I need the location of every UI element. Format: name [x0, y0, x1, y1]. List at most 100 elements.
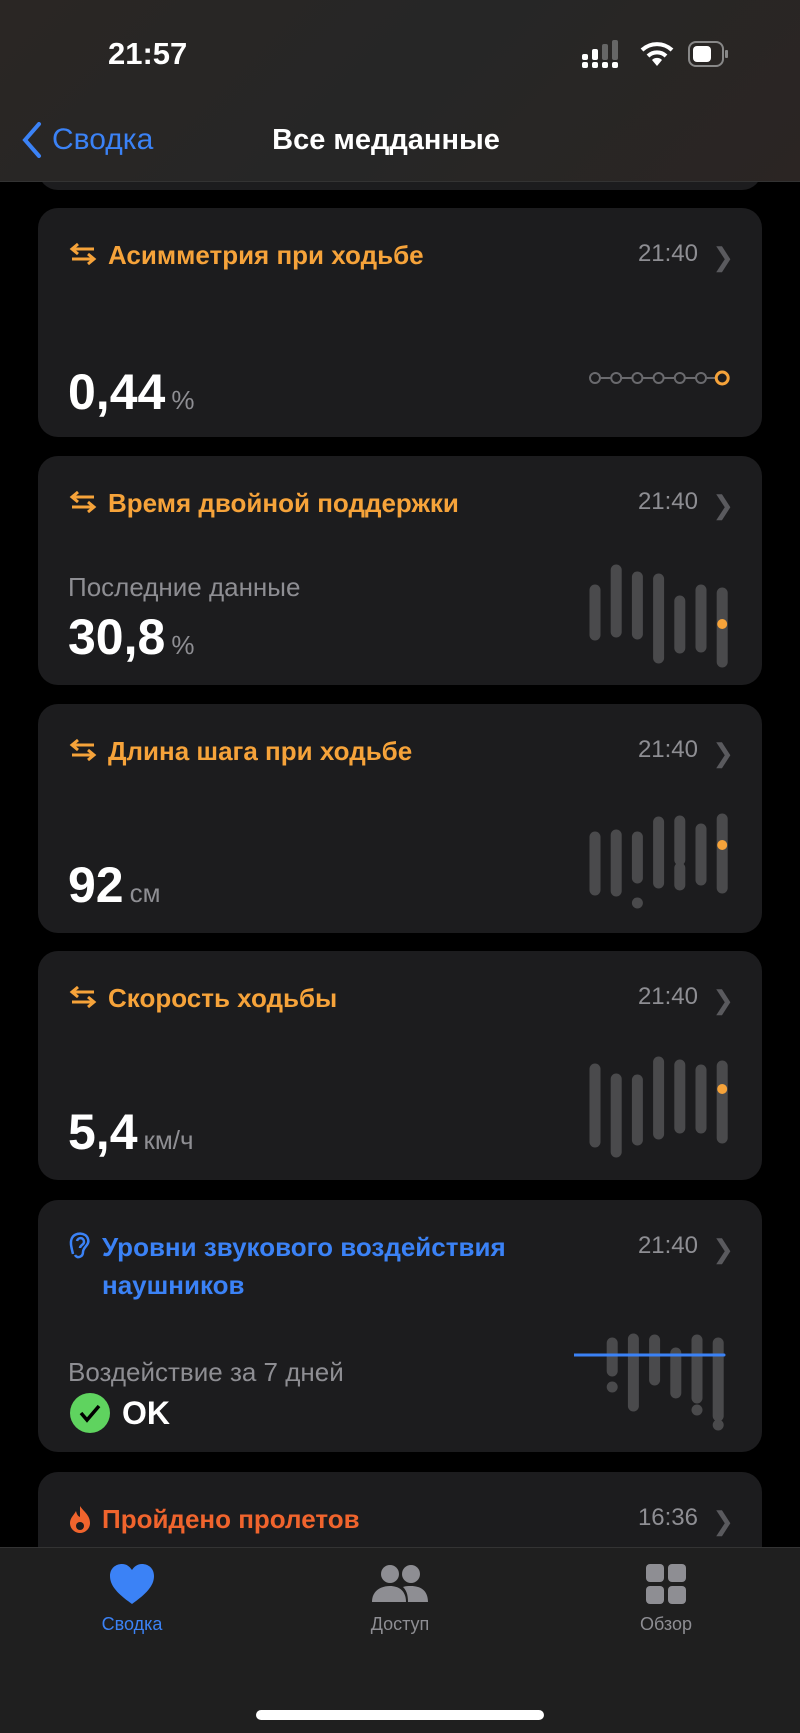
- sparkline-bar: [610, 829, 622, 897]
- sparkline-bar: [670, 1347, 682, 1399]
- card-walking-asymmetry[interactable]: Асимметрия при ходьбе 21:40 ❯ 0,44%: [38, 208, 762, 437]
- card-title: Скорость ходьбы: [108, 983, 338, 1013]
- sparkline-point: [695, 372, 707, 384]
- sparkline-bar: [653, 573, 665, 664]
- card-value: 5,4 км/ч: [68, 1103, 194, 1161]
- sparkline-point: [631, 372, 644, 384]
- card-walking-speed[interactable]: Скорость ходьбы 21:40 ❯ 5,4 км/ч: [38, 951, 762, 1180]
- status-ok-label: OK: [122, 1394, 170, 1431]
- walking-arrows-icon: [69, 242, 97, 266]
- card-time: 21:40: [637, 488, 698, 515]
- value-number: 5,4: [68, 1104, 138, 1160]
- card-title: Асимметрия при ходьбе: [108, 240, 424, 270]
- tab-summary[interactable]: Сводка: [62, 1562, 202, 1635]
- card-time: 21:40: [637, 1232, 698, 1259]
- sparkline-point: [652, 372, 665, 384]
- value-number: 0,44: [68, 364, 166, 420]
- sparkline-bar: [712, 1337, 724, 1422]
- sparkline-bar: [631, 831, 643, 884]
- wifi-icon: [640, 42, 674, 66]
- asymmetry-sparkline: [589, 370, 730, 386]
- card-time: 16:36: [637, 1504, 698, 1531]
- sparkline-bar: [589, 831, 601, 896]
- top-bar: 21:57 Сводка Все медданные: [0, 0, 800, 182]
- sparkline-bar: [691, 1404, 703, 1416]
- sparkline-point: [610, 372, 623, 384]
- card-time: 21:40: [637, 240, 698, 267]
- card-value: 0,44%: [68, 363, 194, 421]
- double-support-sparkline: [589, 564, 728, 668]
- heart-icon: [110, 1564, 154, 1604]
- card-stride-length[interactable]: Длина шага при ходьбе 21:40 ❯ 92 см: [38, 704, 762, 933]
- card-time: 21:40: [637, 983, 698, 1010]
- tab-browse[interactable]: Обзор: [596, 1562, 736, 1635]
- sparkline-bar: [695, 584, 707, 653]
- status-time: 21:57: [108, 36, 188, 71]
- sparkline-bar: [610, 1073, 622, 1158]
- chevron-right-icon: ❯: [712, 738, 734, 768]
- page-title: Все медданные: [272, 124, 500, 156]
- value-unit: %: [171, 385, 195, 415]
- stride-length-sparkline: [589, 813, 728, 909]
- chevron-right-icon: ❯: [712, 1506, 734, 1536]
- sparkline-bar: [695, 823, 707, 886]
- card-value: 30,8%: [68, 608, 194, 666]
- sparkline-bar: [589, 584, 601, 641]
- sparkline-bar: [674, 1059, 686, 1134]
- chevron-right-icon: ❯: [712, 985, 734, 1015]
- sparkline-bar: [589, 1063, 601, 1148]
- battery-icon: [688, 41, 728, 67]
- card-title: Длина шага при ходьбе: [108, 736, 413, 766]
- flame-icon: [70, 1506, 90, 1533]
- latest-value-dot: [717, 840, 728, 850]
- people-icon: [372, 1565, 428, 1602]
- status-icons: [582, 40, 730, 68]
- tab-bar: Сводка Доступ Обзор: [0, 1547, 800, 1733]
- sparkline-bar: [610, 564, 622, 638]
- walking-speed-sparkline: [589, 1056, 728, 1158]
- tab-sharing[interactable]: Доступ: [330, 1562, 470, 1635]
- value-unit: %: [171, 630, 195, 660]
- sparkline-bar: [653, 1056, 665, 1140]
- chevron-right-icon: ❯: [712, 1234, 734, 1264]
- back-button[interactable]: Сводка: [22, 122, 153, 158]
- sparkline-bar: [695, 1064, 707, 1134]
- sparkline-bar: [649, 1334, 661, 1386]
- latest-value-dot: [714, 370, 730, 386]
- card-title: Пройдено пролетов: [102, 1504, 360, 1534]
- sparkline-bar: [716, 813, 728, 894]
- tab-label: Сводка: [101, 1614, 163, 1634]
- sparkline-bar: [691, 1334, 703, 1404]
- home-indicator[interactable]: [256, 1710, 544, 1720]
- sparkline-bar: [631, 571, 643, 640]
- status-ok: OK: [70, 1393, 170, 1433]
- tab-label: Доступ: [370, 1614, 430, 1634]
- sparkline-bar: [606, 1337, 618, 1377]
- value-unit: см: [129, 878, 161, 908]
- signal-icon: [582, 40, 618, 68]
- value-number: 30,8: [68, 609, 166, 665]
- headphone-audio-sparkline: [574, 1333, 726, 1431]
- card-time: 21:40: [637, 736, 698, 763]
- chevron-right-icon: ❯: [712, 242, 734, 272]
- sparkline-bar: [631, 1074, 643, 1146]
- sparkline-point: [589, 372, 601, 384]
- card-subtitle: Последние данные: [68, 572, 301, 602]
- walking-arrows-icon: [69, 490, 97, 514]
- chevron-left-icon: [22, 122, 41, 158]
- card-title: Время двойной поддержки: [108, 488, 459, 518]
- sparkline-bar: [712, 1419, 724, 1431]
- card-headphone-audio[interactable]: Уровни звукового воздействия наушников 2…: [38, 1200, 762, 1452]
- value-number: 92: [68, 857, 124, 913]
- sparkline-bar: [606, 1381, 618, 1393]
- walking-arrows-icon: [69, 985, 97, 1009]
- sparkline-point: [673, 372, 686, 384]
- latest-value-dot: [717, 1084, 728, 1094]
- chevron-right-icon: ❯: [712, 490, 734, 520]
- ear-icon: [69, 1232, 90, 1259]
- tab-label: Обзор: [640, 1614, 692, 1634]
- card-subtitle: Воздействие за 7 дней: [68, 1357, 344, 1387]
- card-title: Уровни звукового воздействия наушников: [102, 1232, 506, 1300]
- card-double-support[interactable]: Время двойной поддержки 21:40 ❯ Последни…: [38, 456, 762, 685]
- grid-icon: [646, 1564, 686, 1604]
